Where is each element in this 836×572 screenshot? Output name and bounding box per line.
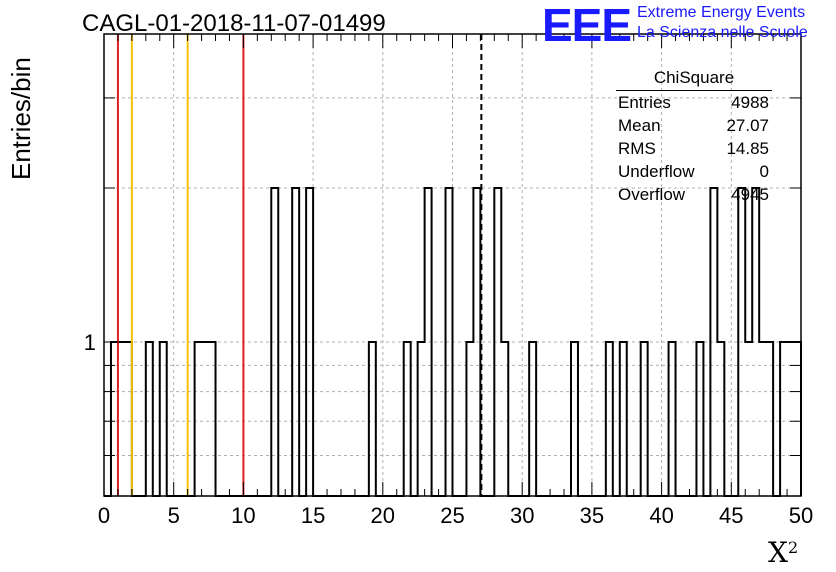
y-axis-label: Entries/bin [6, 57, 36, 180]
x-tick-label: 20 [371, 503, 395, 528]
stats-value: 4988 [731, 93, 769, 112]
stats-box: ChiSquare Entries 4988 Mean 27.07 RMS 14… [612, 68, 776, 208]
stats-row-rms: RMS 14.85 [612, 139, 776, 162]
axes-layer: 0 5 10 15 20 25 30 35 40 45 50 1 [84, 33, 813, 528]
x-tick-label: 30 [510, 503, 534, 528]
run-title: CAGL-01-2018-11-07-01499 [82, 10, 386, 37]
y-tick-label: 1 [84, 330, 96, 355]
stats-label: RMS [618, 139, 656, 158]
x-tick-label: 5 [168, 503, 180, 528]
threshold-lines [116, 34, 483, 496]
x-tick-label: 35 [580, 503, 604, 528]
stats-label: Mean [618, 116, 661, 135]
x-tick-label: 40 [649, 503, 673, 528]
histogram-outline [104, 187, 802, 497]
stats-label: Entries [618, 93, 671, 112]
stats-label: Overflow [618, 185, 686, 204]
stats-label: Underflow [618, 162, 695, 181]
x-tick-label: 0 [98, 503, 110, 528]
logo-line-2: La Scienza nelle Scuole [637, 24, 808, 41]
x-tick-label: 25 [440, 503, 464, 528]
x-tick-label: 45 [719, 503, 743, 528]
stats-row-underflow: Underflow 0 [612, 162, 776, 185]
logo-line-1: Extreme Energy Events [637, 4, 806, 21]
x-tick-label: 50 [789, 503, 813, 528]
stats-value: 4945 [731, 185, 769, 204]
x-tick-label: 15 [301, 503, 325, 528]
histogram-layer [104, 187, 802, 497]
stats-row-mean: Mean 27.07 [612, 116, 776, 139]
stats-row-entries: Entries 4988 [612, 93, 776, 116]
eee-logo: EEE [542, 0, 632, 51]
x-axis-label: X2 [768, 536, 799, 569]
stats-value: 0 [759, 162, 769, 181]
x-tick-label: 10 [231, 503, 255, 528]
stats-title: ChiSquare [616, 68, 772, 91]
stats-value: 27.07 [726, 116, 769, 135]
stats-value: 14.85 [726, 139, 769, 158]
stats-row-overflow: Overflow 4945 [612, 185, 776, 208]
